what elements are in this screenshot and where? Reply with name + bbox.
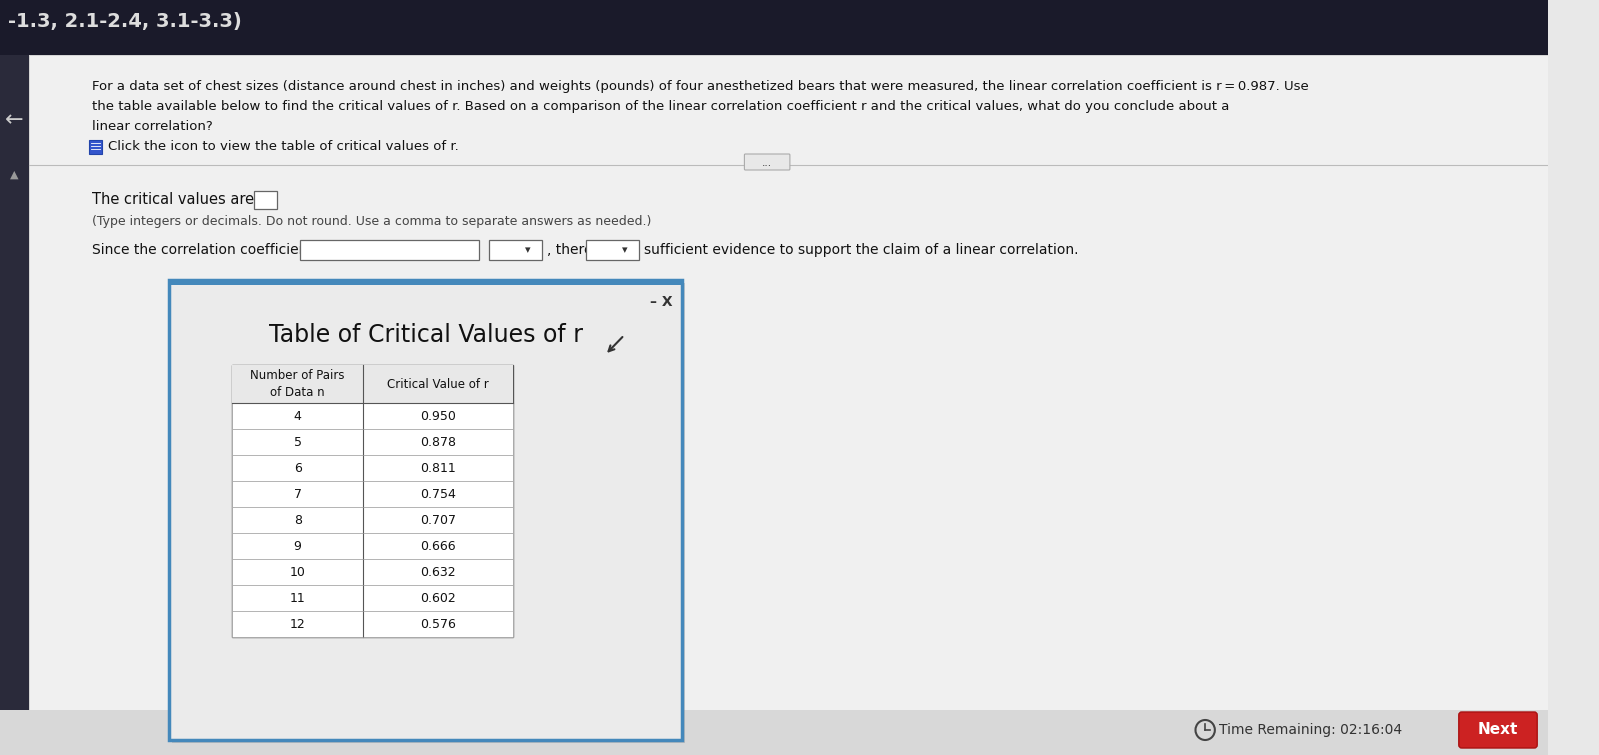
- Bar: [232, 585, 513, 611]
- Bar: [169, 280, 683, 740]
- Text: the table available below to find the critical values of r. Based on a compariso: the table available below to find the cr…: [93, 100, 1230, 113]
- Bar: [489, 240, 542, 260]
- Bar: [232, 455, 513, 481]
- Text: 0.950: 0.950: [421, 409, 456, 423]
- Text: ▾: ▾: [622, 245, 627, 255]
- Text: 10: 10: [289, 565, 305, 578]
- Text: ...: ...: [761, 158, 772, 168]
- Text: The critical values are: The critical values are: [93, 193, 254, 208]
- Text: ▲: ▲: [10, 170, 19, 180]
- Text: 0.632: 0.632: [421, 565, 456, 578]
- Text: ←: ←: [5, 110, 24, 130]
- Text: 0.707: 0.707: [421, 513, 456, 526]
- Text: 0.754: 0.754: [421, 488, 456, 501]
- Text: Click the icon to view the table of critical values of r.: Click the icon to view the table of crit…: [109, 140, 459, 153]
- Text: 0.602: 0.602: [421, 591, 456, 605]
- Text: 7: 7: [294, 488, 302, 501]
- Text: , there: , there: [547, 243, 592, 257]
- Bar: [232, 533, 513, 559]
- Text: 11: 11: [289, 591, 305, 605]
- Bar: [232, 481, 513, 507]
- Bar: [169, 280, 683, 285]
- Bar: [232, 611, 513, 637]
- Bar: [0, 0, 1548, 55]
- Bar: [232, 507, 513, 533]
- Text: Critical Value of r: Critical Value of r: [387, 378, 489, 390]
- Bar: [173, 283, 686, 743]
- Text: 4: 4: [294, 409, 302, 423]
- Text: – X: – X: [649, 295, 673, 309]
- Bar: [0, 55, 29, 755]
- FancyBboxPatch shape: [745, 154, 790, 170]
- Bar: [232, 403, 513, 429]
- Text: 0.811: 0.811: [421, 461, 456, 474]
- Text: 5: 5: [294, 436, 302, 448]
- Bar: [232, 429, 513, 455]
- Text: Next: Next: [1477, 723, 1517, 738]
- Text: Table of Critical Values of r: Table of Critical Values of r: [269, 323, 584, 347]
- Bar: [0, 710, 1548, 755]
- Text: sufficient evidence to support the claim of a linear correlation.: sufficient evidence to support the claim…: [644, 243, 1078, 257]
- Text: 0.878: 0.878: [421, 436, 456, 448]
- Text: Since the correlation coefficient r is: Since the correlation coefficient r is: [93, 243, 339, 257]
- Bar: [585, 240, 640, 260]
- Text: For a data set of chest sizes (distance around chest in inches) and weights (pou: For a data set of chest sizes (distance …: [93, 80, 1308, 93]
- Text: linear correlation?: linear correlation?: [93, 120, 213, 133]
- Bar: [90, 140, 102, 154]
- Text: (Type integers or decimals. Do not round. Use a comma to separate answers as nee: (Type integers or decimals. Do not round…: [93, 215, 651, 229]
- Text: 0.576: 0.576: [421, 618, 456, 630]
- Text: 9: 9: [294, 540, 302, 553]
- Text: 8: 8: [294, 513, 302, 526]
- Text: Time Remaining: 02:16:04: Time Remaining: 02:16:04: [1218, 723, 1402, 737]
- Text: Number of Pairs
of Data n: Number of Pairs of Data n: [251, 369, 345, 399]
- Bar: [301, 240, 480, 260]
- Text: -1.3, 2.1-2.4, 3.1-3.3): -1.3, 2.1-2.4, 3.1-3.3): [8, 13, 241, 32]
- Text: 0.666: 0.666: [421, 540, 456, 553]
- Text: ▾: ▾: [524, 245, 531, 255]
- Text: 6: 6: [294, 461, 302, 474]
- Text: 12: 12: [289, 618, 305, 630]
- Bar: [232, 365, 513, 403]
- Bar: [232, 365, 513, 637]
- Bar: [254, 191, 277, 209]
- Bar: [232, 559, 513, 585]
- FancyBboxPatch shape: [1458, 712, 1537, 748]
